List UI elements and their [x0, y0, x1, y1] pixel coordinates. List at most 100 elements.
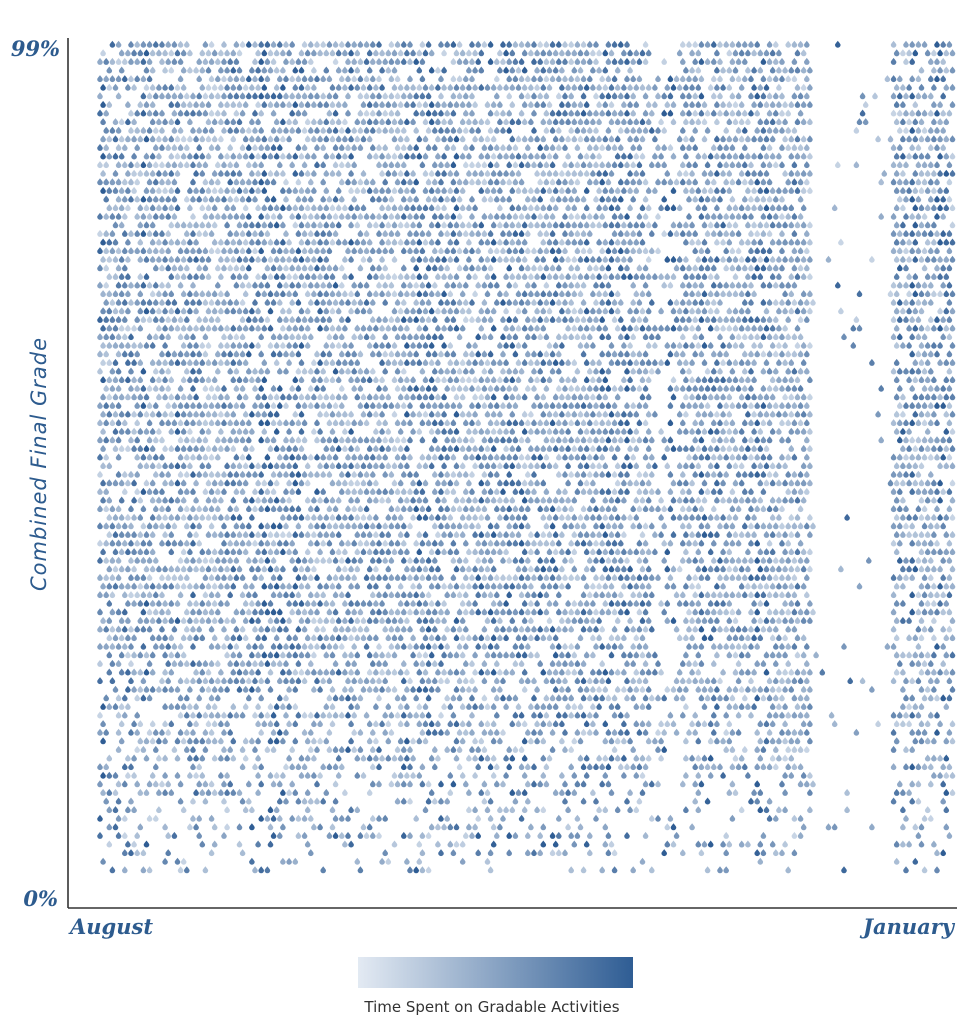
data-point: [441, 582, 447, 590]
data-point: [199, 565, 206, 573]
data-point: [122, 866, 128, 874]
data-point: [273, 565, 280, 573]
data-point: [270, 92, 277, 100]
data-point: [156, 754, 162, 762]
data-point: [342, 479, 348, 487]
data-point: [497, 376, 503, 384]
data-point: [484, 857, 491, 865]
data-point: [404, 169, 410, 177]
data-point: [401, 401, 407, 409]
data-point: [112, 513, 119, 521]
data-point: [456, 195, 463, 203]
data-point: [348, 376, 354, 384]
data-point: [134, 780, 140, 788]
data-point: [190, 763, 196, 771]
data-point: [506, 419, 512, 427]
data-point: [261, 272, 268, 280]
data-point: [283, 264, 289, 272]
data-point: [401, 92, 407, 100]
data-point: [366, 118, 373, 126]
data-point: [382, 401, 389, 409]
data-point: [320, 315, 326, 323]
data-point: [382, 591, 389, 599]
data-point: [391, 771, 398, 779]
data-point: [211, 221, 218, 229]
data-point: [205, 341, 212, 349]
data-point: [503, 754, 509, 762]
data-point: [521, 358, 528, 366]
data-point: [459, 221, 466, 229]
data-point: [444, 797, 450, 805]
data-point: [255, 324, 261, 332]
data-point: [487, 470, 494, 478]
data-point: [441, 272, 447, 280]
data-point: [277, 642, 283, 650]
data-point: [503, 513, 509, 521]
data-point: [202, 384, 209, 392]
data-point: [317, 238, 323, 246]
data-point: [435, 548, 441, 556]
data-point: [159, 126, 165, 134]
data-point: [366, 616, 373, 624]
data-point: [199, 685, 206, 693]
data-point: [379, 393, 385, 401]
data-point: [308, 57, 314, 65]
data-point: [441, 169, 447, 177]
data-point: [230, 358, 237, 366]
data-point: [320, 195, 326, 203]
data-point: [425, 556, 432, 564]
data-point: [345, 522, 351, 530]
data-point: [540, 290, 547, 298]
data-point: [159, 178, 165, 186]
data-point: [267, 496, 274, 504]
data-point: [357, 401, 364, 409]
data-point: [370, 608, 376, 616]
data-point: [373, 152, 379, 160]
data-point: [215, 608, 221, 616]
data-point: [478, 565, 485, 573]
data-point: [252, 178, 258, 186]
data-point: [311, 358, 317, 366]
data-point: [506, 75, 512, 83]
data-point: [357, 264, 364, 272]
data-point: [416, 427, 423, 435]
data-point: [407, 780, 413, 788]
data-point: [494, 659, 500, 667]
data-point: [453, 169, 460, 177]
data-point: [304, 668, 311, 676]
data-point: [311, 565, 317, 573]
data-point: [162, 324, 168, 332]
data-point: [283, 642, 289, 650]
data-point: [490, 616, 497, 624]
data-point: [122, 419, 128, 427]
data-point: [239, 539, 246, 547]
data-point: [211, 324, 218, 332]
data-point: [103, 161, 109, 169]
data-point: [481, 384, 488, 392]
data-point: [497, 427, 503, 435]
data-point: [295, 419, 302, 427]
data-point: [103, 212, 109, 220]
data-point: [286, 444, 292, 452]
data-point: [246, 281, 252, 289]
data-point: [512, 505, 519, 513]
data-point: [242, 186, 249, 194]
data-point: [153, 728, 159, 736]
data-point: [366, 513, 373, 521]
data-point: [438, 797, 444, 805]
data-point: [97, 728, 103, 736]
data-point: [215, 195, 221, 203]
data-point: [280, 272, 286, 280]
data-point: [438, 573, 444, 581]
data-point: [345, 419, 351, 427]
data-point: [224, 290, 230, 298]
data-point: [435, 307, 441, 315]
data-point: [131, 479, 137, 487]
data-point: [301, 401, 308, 409]
data-point: [528, 737, 534, 745]
data-point: [286, 358, 292, 366]
data-point: [146, 401, 153, 409]
data-point: [518, 161, 525, 169]
data-point: [230, 427, 237, 435]
data-point: [487, 487, 494, 495]
